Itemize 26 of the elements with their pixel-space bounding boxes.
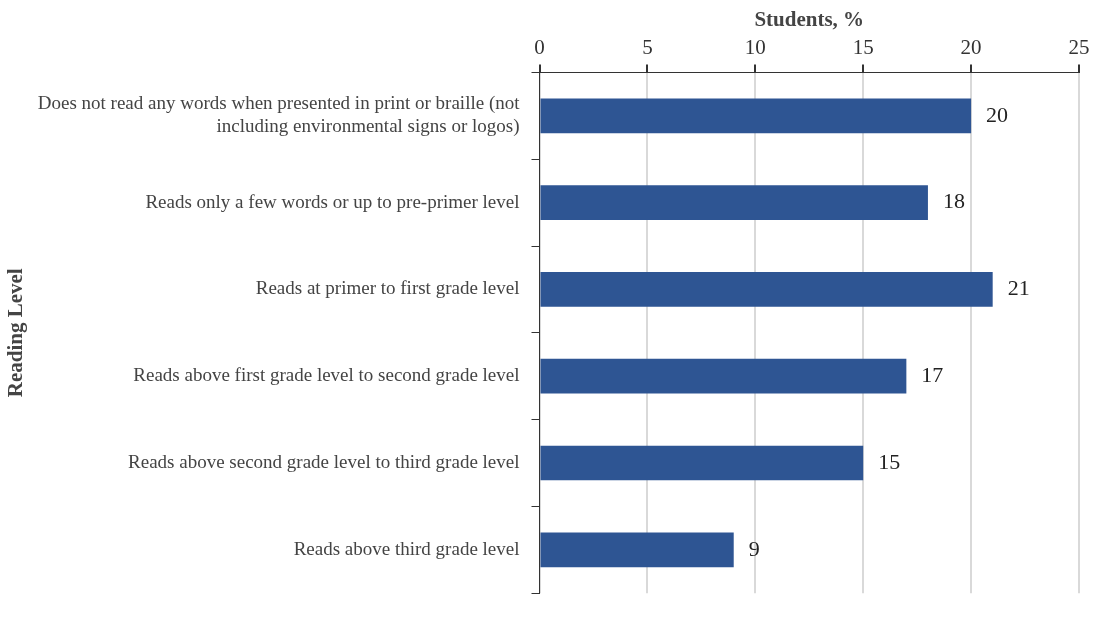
data-label: 21 (1007, 275, 1030, 301)
data-label: 9 (748, 535, 760, 561)
bar (540, 532, 734, 568)
bar (540, 185, 928, 220)
x-tick-label: 25 (1068, 35, 1090, 60)
y-tick-label: Reads at primer to first grade level (255, 277, 520, 299)
y-tick-label: Reads above first grade level to second grade level (133, 364, 520, 386)
y-axis-title: Reading Level (3, 268, 28, 398)
x-tick-label: 0 (534, 35, 545, 60)
data-label: 15 (878, 448, 901, 474)
y-tick-label: Reads only a few words or up to pre-primer level (145, 190, 520, 212)
data-label: 20 (986, 101, 1009, 127)
bar (540, 358, 907, 394)
x-tick-label: 5 (642, 35, 653, 60)
x-tick-label: 20 (960, 35, 982, 60)
y-tick-label: Does not read any words when presented in print or braille (not including environmental signs or logos) (37, 92, 521, 138)
y-tick-label: Reads above second grade level to third grade level (128, 450, 520, 472)
data-label: 17 (921, 361, 944, 387)
bar (540, 445, 864, 481)
x-tick-label: 10 (744, 35, 766, 60)
x-axis-title: Students, % (754, 7, 865, 32)
bar (540, 272, 993, 307)
bar (540, 98, 972, 134)
x-tick-label: 15 (852, 35, 874, 60)
data-label: 18 (942, 188, 965, 214)
y-tick-label: Reads above third grade level (293, 537, 520, 559)
